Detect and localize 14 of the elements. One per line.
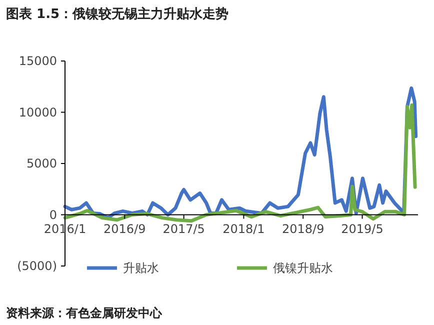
- x-tick-label: 2019/5: [341, 222, 384, 236]
- y-tick-label: 15000: [18, 54, 57, 68]
- legend-label: 升贴水: [123, 261, 159, 276]
- x-tick-label: 2017/5: [162, 222, 205, 236]
- legend-label: 俄镍升贴水: [273, 261, 333, 276]
- x-tick-label: 2018/9: [282, 222, 324, 236]
- chart-title: 图表 1.5：俄镍较无锡主力升贴水走势: [6, 6, 229, 22]
- x-tick-label: 2018/1: [222, 222, 265, 236]
- text: 资料来源：有色金属研发中心: [6, 306, 163, 320]
- x-tick-label: 2016/9: [104, 222, 146, 236]
- y-tick-label: 10000: [18, 105, 57, 120]
- y-tick-label: (5000): [17, 259, 57, 274]
- y-tick-label: 5000: [26, 156, 57, 171]
- y-tick-label: 0: [49, 208, 57, 222]
